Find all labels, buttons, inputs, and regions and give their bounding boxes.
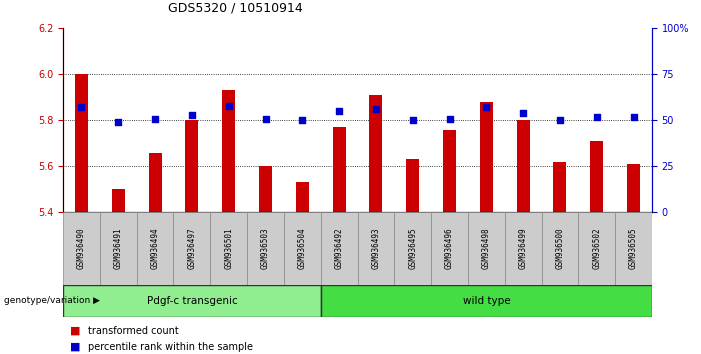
- FancyBboxPatch shape: [542, 212, 578, 285]
- Text: GSM936495: GSM936495: [408, 228, 417, 269]
- Point: [517, 110, 529, 116]
- Bar: [554, 162, 566, 212]
- Text: GSM936494: GSM936494: [151, 228, 160, 269]
- Point: [186, 112, 198, 118]
- FancyBboxPatch shape: [100, 212, 137, 285]
- Text: percentile rank within the sample: percentile rank within the sample: [88, 342, 252, 352]
- Point: [554, 118, 566, 123]
- Text: wild type: wild type: [463, 296, 510, 306]
- Bar: [75, 74, 88, 212]
- Point: [407, 118, 418, 123]
- Bar: [112, 189, 125, 212]
- Text: genotype/variation ▶: genotype/variation ▶: [4, 296, 100, 306]
- Point: [149, 116, 161, 121]
- Text: ■: ■: [70, 326, 81, 336]
- FancyBboxPatch shape: [394, 212, 431, 285]
- Point: [334, 108, 345, 114]
- FancyBboxPatch shape: [505, 212, 542, 285]
- Text: GSM936505: GSM936505: [629, 228, 638, 269]
- Point: [76, 105, 87, 110]
- FancyBboxPatch shape: [468, 212, 505, 285]
- Point: [628, 114, 639, 120]
- Text: GSM936503: GSM936503: [261, 228, 270, 269]
- Text: GSM936497: GSM936497: [187, 228, 196, 269]
- Bar: [517, 120, 529, 212]
- Text: GSM936493: GSM936493: [372, 228, 381, 269]
- Text: GSM936500: GSM936500: [555, 228, 564, 269]
- Bar: [480, 102, 493, 212]
- Text: transformed count: transformed count: [88, 326, 178, 336]
- Point: [591, 114, 602, 120]
- Bar: [296, 183, 308, 212]
- Text: GSM936504: GSM936504: [298, 228, 307, 269]
- Bar: [222, 91, 235, 212]
- Point: [297, 118, 308, 123]
- Point: [260, 116, 271, 121]
- Text: GSM936499: GSM936499: [519, 228, 528, 269]
- Bar: [590, 141, 603, 212]
- Point: [444, 116, 455, 121]
- Bar: [369, 95, 382, 212]
- Bar: [259, 166, 272, 212]
- Text: GSM936491: GSM936491: [114, 228, 123, 269]
- Bar: [407, 160, 419, 212]
- Text: ■: ■: [70, 342, 81, 352]
- FancyBboxPatch shape: [284, 212, 320, 285]
- FancyBboxPatch shape: [578, 212, 615, 285]
- Bar: [149, 153, 161, 212]
- FancyBboxPatch shape: [210, 212, 247, 285]
- Text: GSM936490: GSM936490: [77, 228, 86, 269]
- FancyBboxPatch shape: [63, 285, 320, 317]
- Point: [113, 119, 124, 125]
- Point: [481, 105, 492, 110]
- FancyBboxPatch shape: [247, 212, 284, 285]
- FancyBboxPatch shape: [137, 212, 174, 285]
- Text: GSM936496: GSM936496: [445, 228, 454, 269]
- Text: GDS5320 / 10510914: GDS5320 / 10510914: [168, 1, 303, 14]
- FancyBboxPatch shape: [358, 212, 394, 285]
- FancyBboxPatch shape: [431, 212, 468, 285]
- Text: GSM936492: GSM936492: [334, 228, 343, 269]
- FancyBboxPatch shape: [174, 212, 210, 285]
- Bar: [627, 164, 640, 212]
- FancyBboxPatch shape: [615, 212, 652, 285]
- Point: [370, 107, 381, 112]
- Text: Pdgf-c transgenic: Pdgf-c transgenic: [147, 296, 237, 306]
- Text: GSM936502: GSM936502: [592, 228, 601, 269]
- Point: [223, 103, 234, 108]
- FancyBboxPatch shape: [320, 285, 652, 317]
- FancyBboxPatch shape: [63, 212, 100, 285]
- Text: GSM936498: GSM936498: [482, 228, 491, 269]
- Bar: [443, 130, 456, 212]
- Bar: [186, 120, 198, 212]
- Text: GSM936501: GSM936501: [224, 228, 233, 269]
- Bar: [333, 127, 346, 212]
- FancyBboxPatch shape: [320, 212, 358, 285]
